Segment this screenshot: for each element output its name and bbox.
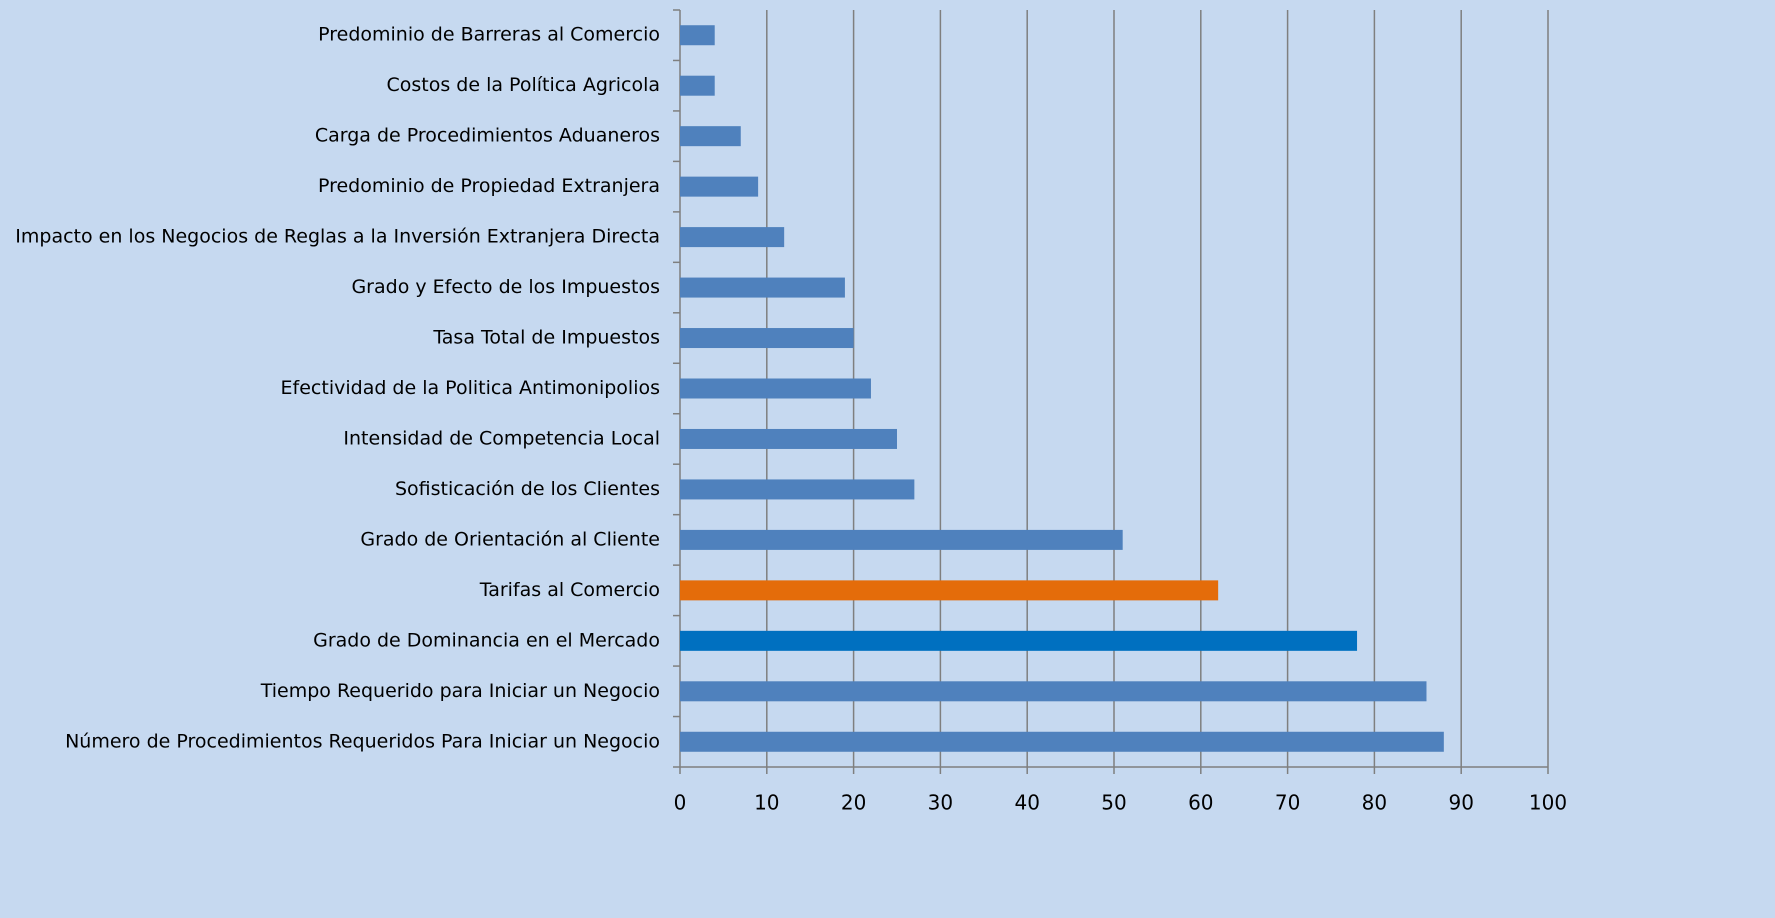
x-tick-label: 10 <box>754 791 779 815</box>
bar <box>680 630 1358 651</box>
x-tick-label: 80 <box>1362 791 1387 815</box>
y-tick-label: Tiempo Requerido para Iniciar un Negocio <box>260 680 660 702</box>
bar <box>680 378 871 399</box>
bar <box>680 529 1123 550</box>
y-tick-label: Sofisticación de los Clientes <box>395 478 660 500</box>
y-tick-label: Número de Procedimientos Requeridos Para… <box>65 730 660 752</box>
bar <box>680 75 715 96</box>
bar <box>680 580 1219 601</box>
bar <box>680 328 854 349</box>
y-tick-label: Grado de Orientación al Cliente <box>360 528 660 550</box>
bar <box>680 176 759 197</box>
bar <box>680 731 1444 752</box>
y-tick-label: Intensidad de Competencia Local <box>343 427 660 449</box>
y-tick-label: Costos de la Política Agricola <box>386 74 660 96</box>
bar <box>680 126 741 147</box>
x-tick-label: 100 <box>1529 791 1567 815</box>
x-tick-label: 60 <box>1188 791 1213 815</box>
bar <box>680 428 897 449</box>
x-tick-label: 30 <box>928 791 953 815</box>
bar <box>680 277 845 298</box>
x-tick-label: 20 <box>841 791 866 815</box>
y-tick-label: Predominio de Barreras al Comercio <box>318 24 660 46</box>
x-tick-label: 40 <box>1014 791 1039 815</box>
x-tick-label: 0 <box>674 791 687 815</box>
y-tick-label: Grado y Efecto de los Impuestos <box>351 276 660 298</box>
y-tick-label: Carga de Procedimientos Aduaneros <box>315 125 660 147</box>
bar <box>680 681 1427 702</box>
y-tick-label: Efectividad de la Politica Antimonipolio… <box>281 377 660 399</box>
x-tick-label: 50 <box>1101 791 1126 815</box>
bar <box>680 25 715 46</box>
x-tick-label: 70 <box>1275 791 1300 815</box>
y-tick-label: Grado de Dominancia en el Mercado <box>313 629 660 651</box>
y-tick-label: Impacto en los Negocios de Reglas a la I… <box>15 226 660 248</box>
bar <box>680 227 785 248</box>
y-tick-label: Tasa Total de Impuestos <box>432 327 660 349</box>
x-tick-label: 90 <box>1448 791 1473 815</box>
bar <box>680 479 915 500</box>
y-tick-label: Tarifas al Comercio <box>479 579 660 601</box>
y-tick-label: Predominio de Propiedad Extranjera <box>318 175 660 197</box>
